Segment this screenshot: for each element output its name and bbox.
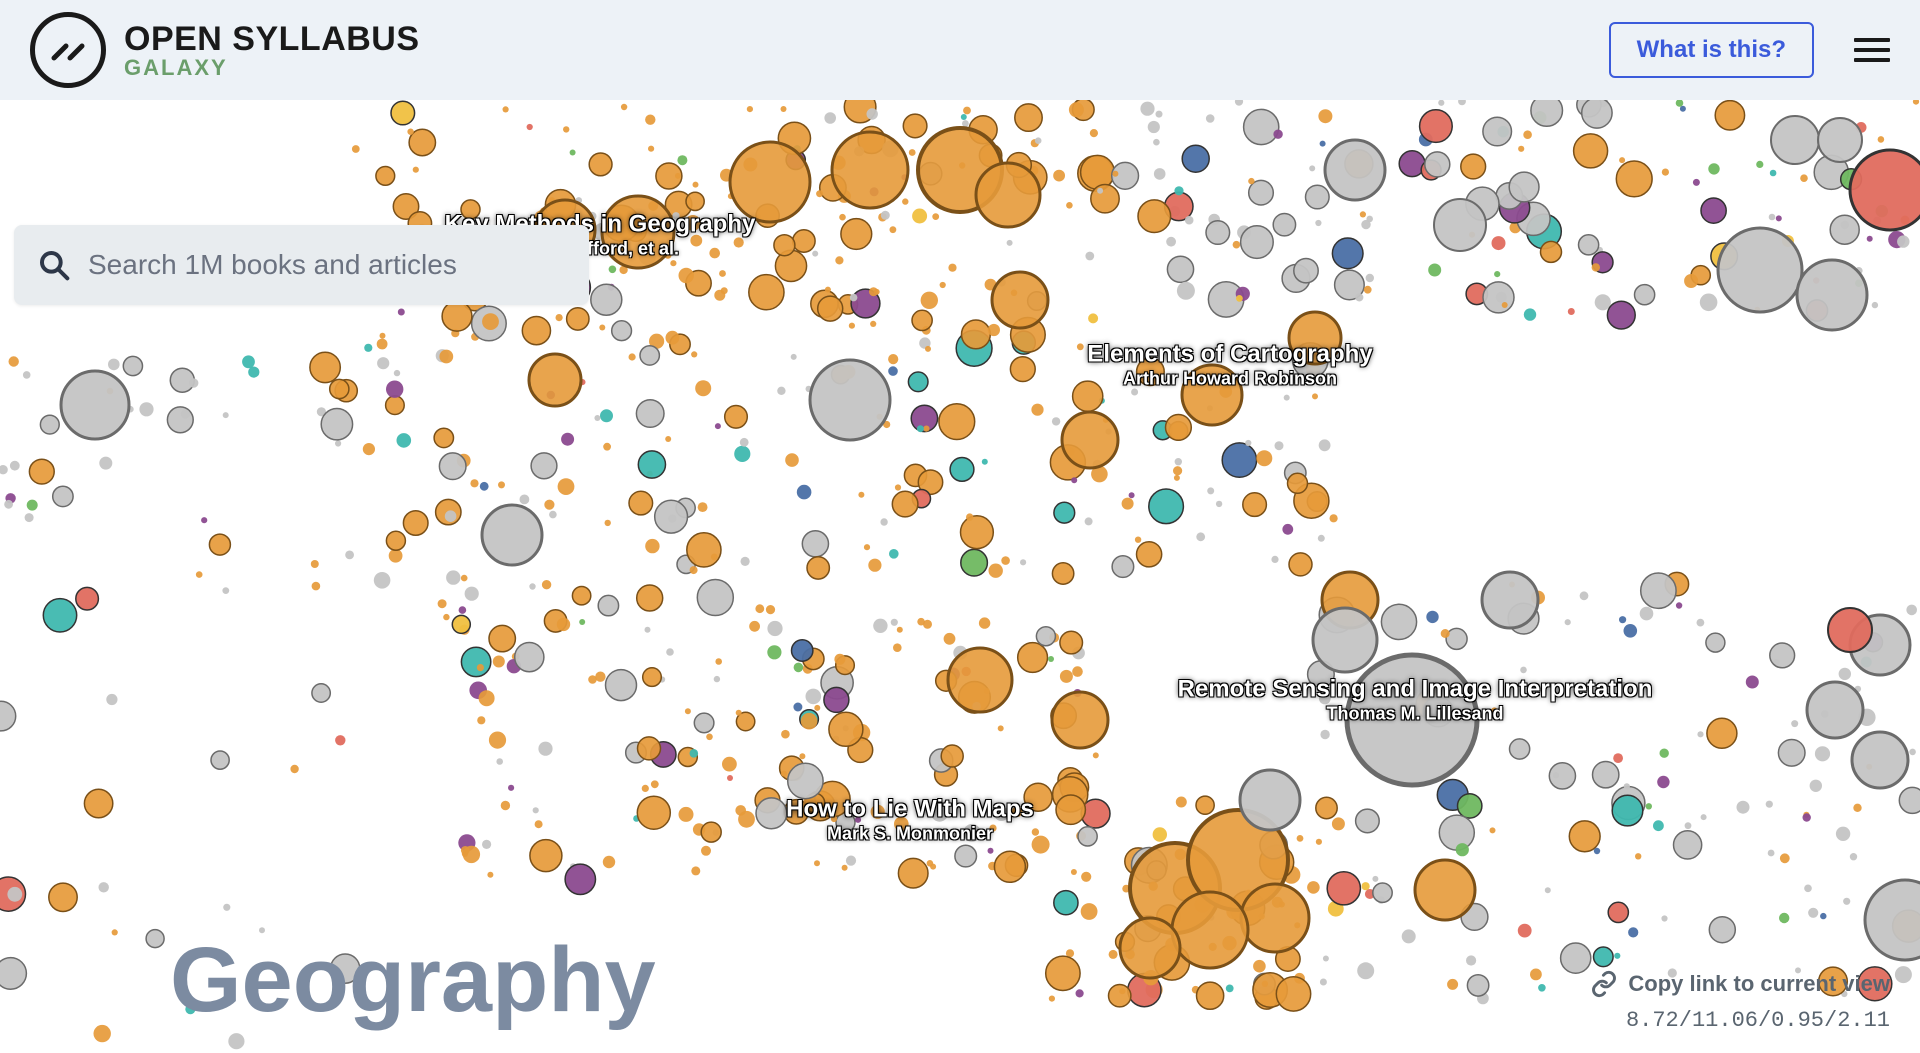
logo-subtitle: GALAXY [124,55,420,81]
search-input[interactable] [88,249,565,281]
menu-icon[interactable] [1854,32,1890,68]
what-is-this-button[interactable]: What is this? [1609,22,1814,78]
link-icon [1590,970,1618,998]
header-bar: OPEN SYLLABUS GALAXY What is this? [0,0,1920,100]
galaxy-canvas[interactable]: Geography Copy link to current view 8.72… [0,100,1920,1053]
logo[interactable]: OPEN SYLLABUS GALAXY [30,12,420,88]
copy-link-label: Copy link to current view [1628,971,1890,997]
logo-title: OPEN SYLLABUS [124,20,420,59]
search-icon [38,249,70,281]
copy-link-button[interactable]: Copy link to current view [1590,970,1890,998]
logo-icon [30,12,106,88]
search-bar [14,225,589,305]
category-label: Geography [170,928,656,1033]
coordinates-readout: 8.72/11.06/0.95/2.11 [1626,1008,1890,1033]
